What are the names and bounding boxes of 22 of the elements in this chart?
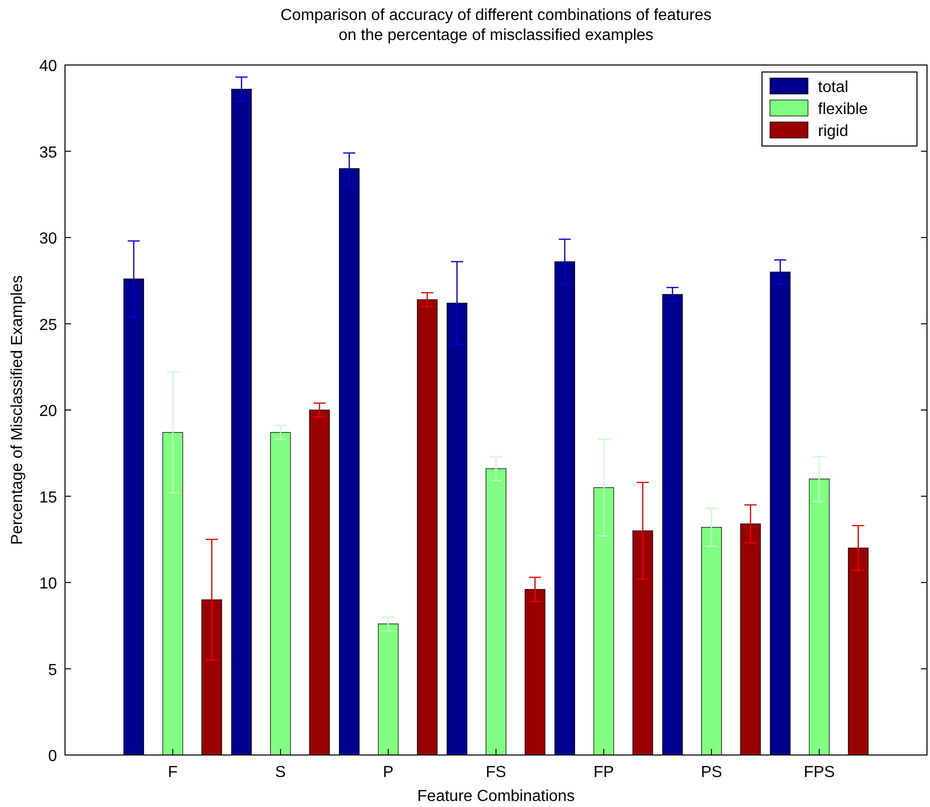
x-tick-label: FPS xyxy=(804,764,835,781)
y-tick-label: 10 xyxy=(39,576,58,592)
y-tick-label: 0 xyxy=(48,748,58,765)
legend-label: flexible xyxy=(818,101,868,118)
y-tick-label: 35 xyxy=(39,144,58,162)
y-tick-label: 5 xyxy=(48,662,58,679)
x-tick-label: PS xyxy=(700,764,722,781)
x-tick-label: S xyxy=(275,764,286,781)
x-axis-title: Feature Combinations xyxy=(417,788,575,805)
legend-label: total xyxy=(818,79,848,96)
y-tick-label: 20 xyxy=(39,403,58,420)
x-tick-label: FP xyxy=(594,764,614,781)
legend-label: rigid xyxy=(818,123,848,140)
x-tick-label: FS xyxy=(486,764,506,781)
y-axis-title: Percentage of Misclassified Examples xyxy=(9,275,26,545)
y-tick-label: 25 xyxy=(39,316,58,334)
chart-title: Comparison of accuracy of different combinations of features on the percentage of misclassified examples xyxy=(280,7,712,44)
y-tick-label: 30 xyxy=(39,230,58,248)
y-tick-label: 40 xyxy=(39,58,58,75)
x-tick-label: F xyxy=(168,764,178,781)
y-tick-label: 15 xyxy=(39,489,58,506)
x-tick-label: P xyxy=(382,764,394,781)
